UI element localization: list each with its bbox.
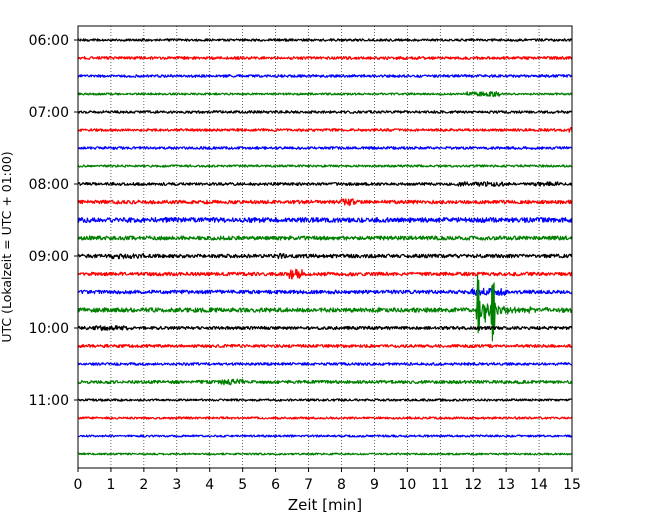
- x-tick-label: 10: [398, 477, 416, 493]
- x-tick-label: 13: [497, 477, 515, 493]
- seismic-traces: [77, 38, 573, 456]
- trace-13: [77, 268, 573, 280]
- plot-frame: [77, 25, 573, 469]
- trace-14: [77, 287, 573, 297]
- x-tick-label: 4: [205, 477, 214, 493]
- trace-12: [77, 252, 573, 260]
- x-tick-label: 14: [530, 477, 548, 493]
- trace-6: [77, 146, 573, 150]
- x-tick-label: 7: [304, 477, 313, 493]
- x-tick-label: 15: [563, 477, 581, 493]
- x-tick-label: 9: [370, 477, 379, 493]
- trace-4: [77, 110, 573, 114]
- trace-17: [77, 343, 573, 349]
- y-tick-label: 07:00: [29, 105, 69, 121]
- x-tick-label: 12: [464, 477, 482, 493]
- trace-7: [77, 164, 573, 168]
- trace-11: [77, 235, 573, 241]
- trace-21: [77, 416, 573, 420]
- y-tick-label: 10:00: [29, 321, 69, 337]
- x-tick-label: 11: [431, 477, 449, 493]
- x-axis-label: Zeit [min]: [288, 496, 362, 514]
- x-tick-label: 2: [139, 477, 148, 493]
- trace-9: [77, 198, 573, 207]
- trace-10: [77, 217, 573, 223]
- x-axis-ticks: 0 1 2 3 4 5 6 7 8 9 10 11 12 13 14 15: [74, 468, 581, 493]
- trace-8: [77, 181, 573, 187]
- y-axis-ticks: 06:00 07:00 08:00 09:00 10:00 11:00: [29, 33, 78, 409]
- y-tick-label: 08:00: [29, 177, 69, 193]
- y-tick-label: 11:00: [29, 393, 69, 409]
- y-axis-label: UTC (Lokalzeit = UTC + 01:00): [0, 151, 14, 342]
- trace-18: [77, 362, 573, 366]
- trace-23: [77, 452, 573, 456]
- trace-2: [77, 74, 573, 78]
- y-tick-label: 09:00: [29, 249, 69, 265]
- trace-1: [77, 56, 573, 60]
- y-tick-label: 06:00: [29, 33, 69, 49]
- trace-3: [77, 90, 573, 98]
- trace-15: [77, 274, 573, 342]
- x-tick-label: 5: [238, 477, 247, 493]
- x-tick-label: 0: [74, 477, 83, 493]
- x-tick-label: 1: [106, 477, 115, 493]
- trace-5: [77, 126, 573, 133]
- x-tick-label: 8: [337, 477, 346, 493]
- trace-20: [77, 398, 573, 402]
- trace-19: [77, 378, 573, 386]
- trace-0: [77, 38, 573, 42]
- trace-16: [77, 325, 573, 331]
- trace-22: [77, 434, 573, 438]
- x-tick-label: 6: [271, 477, 280, 493]
- x-tick-label: 3: [172, 477, 181, 493]
